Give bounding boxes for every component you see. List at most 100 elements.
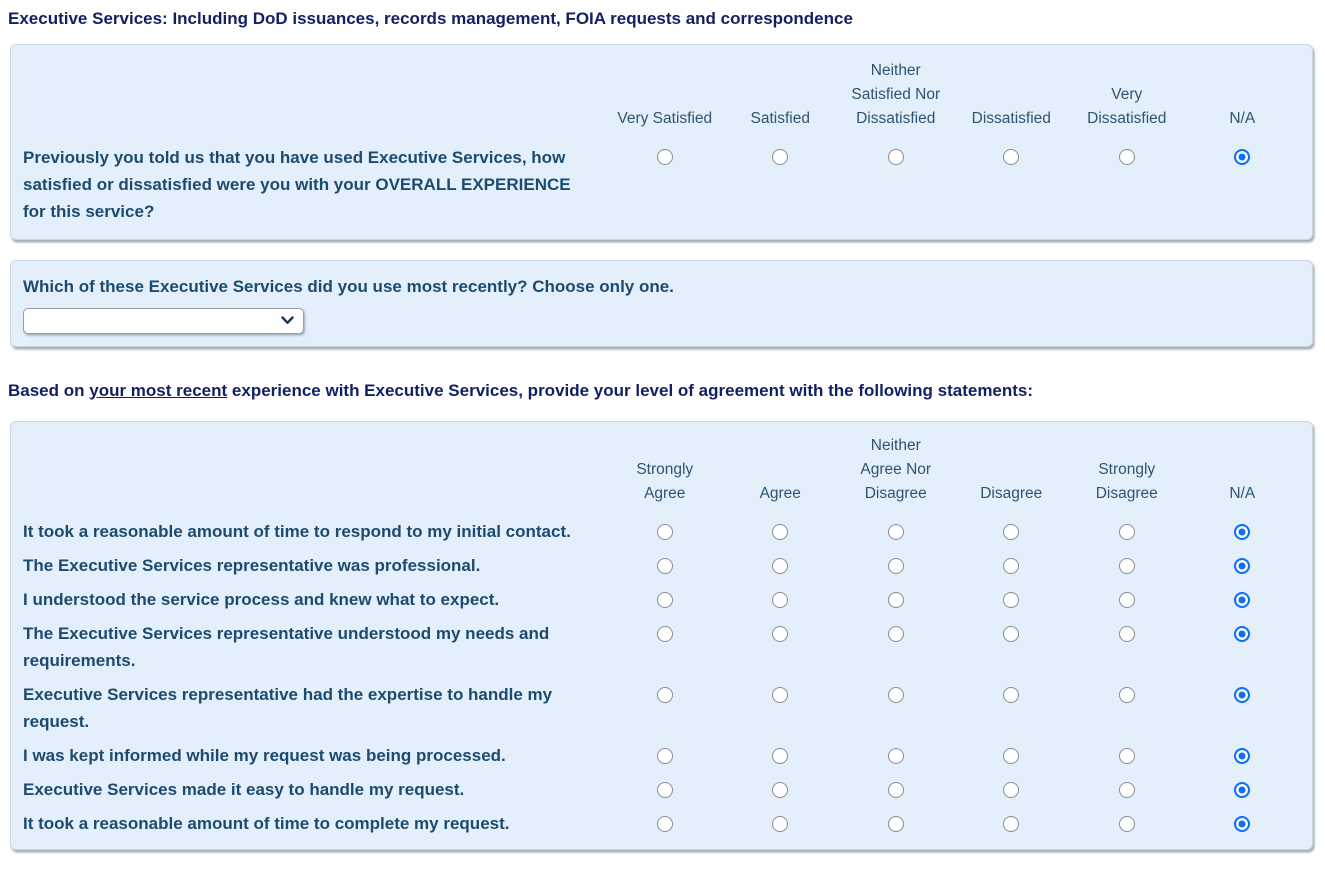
radio-very-dissatisfied[interactable] xyxy=(1118,149,1135,165)
radio-neither-agree-nor-disagree[interactable] xyxy=(887,747,904,764)
radio-strongly-disagree[interactable] xyxy=(1118,523,1135,540)
column-header-satisfied: Satisfied xyxy=(750,110,810,127)
radio-strongly-disagree[interactable] xyxy=(1118,815,1135,832)
heading-suffix: experience with Executive Services, prov… xyxy=(227,380,1034,400)
radio-disagree[interactable] xyxy=(1003,625,1020,642)
radio-cell xyxy=(723,617,839,678)
radio-cell xyxy=(607,739,723,773)
radio-na[interactable] xyxy=(1234,523,1251,540)
radio-agree[interactable] xyxy=(772,591,789,608)
radio-na[interactable] xyxy=(1234,686,1251,703)
radio-cell xyxy=(1069,739,1185,773)
radio-disagree[interactable] xyxy=(1003,523,1020,540)
radio-cell xyxy=(1185,617,1301,678)
radio-cell xyxy=(723,807,839,850)
radio-neither-agree-nor-disagree[interactable] xyxy=(887,781,904,798)
radio-na[interactable] xyxy=(1234,625,1251,642)
radio-neither-satisfied-nor-dissatisfied[interactable] xyxy=(887,149,904,165)
radio-disagree[interactable] xyxy=(1003,686,1020,703)
radio-cell xyxy=(607,773,723,807)
radio-strongly-agree[interactable] xyxy=(656,625,673,642)
radio-cell xyxy=(607,678,723,739)
column-header-agree: Agree xyxy=(759,484,801,502)
radio-agree[interactable] xyxy=(772,523,789,540)
radio-agree[interactable] xyxy=(772,625,789,642)
radio-cell xyxy=(1185,678,1301,739)
radio-strongly-agree[interactable] xyxy=(656,686,673,703)
radio-cell xyxy=(723,739,839,773)
radio-cell xyxy=(954,678,1070,739)
radio-neither-agree-nor-disagree[interactable] xyxy=(887,625,904,642)
radio-strongly-agree[interactable] xyxy=(656,815,673,832)
radio-strongly-disagree[interactable] xyxy=(1118,781,1135,798)
radio-agree[interactable] xyxy=(772,781,789,798)
radio-agree[interactable] xyxy=(772,557,789,574)
radio-cell xyxy=(838,583,954,617)
radio-strongly-agree[interactable] xyxy=(656,557,673,574)
radio-na[interactable] xyxy=(1234,815,1251,832)
radio-disagree[interactable] xyxy=(1003,781,1020,798)
heading-prefix: Based on xyxy=(8,380,90,400)
radio-cell xyxy=(1069,140,1185,239)
recent-service-select[interactable] xyxy=(23,307,304,334)
radio-cell xyxy=(723,678,839,739)
radio-disagree[interactable] xyxy=(1003,747,1020,764)
radio-strongly-disagree[interactable] xyxy=(1118,625,1135,642)
column-header-strongly-disagree: Strongly Disagree xyxy=(1095,460,1158,502)
radio-cell xyxy=(723,549,839,583)
column-header-very-dissatisfied: Very Dissatisfied xyxy=(1087,86,1167,127)
radio-na[interactable] xyxy=(1234,149,1251,165)
radio-neither-agree-nor-disagree[interactable] xyxy=(887,557,904,574)
radio-cell xyxy=(1069,549,1185,583)
column-header-neither-satisfied-nor-dissatisfied: Neither Satisfied Nor Dissatisfied xyxy=(851,62,941,127)
radio-neither-agree-nor-disagree[interactable] xyxy=(887,523,904,540)
radio-cell xyxy=(838,678,954,739)
radio-cell xyxy=(838,140,954,239)
radio-strongly-agree[interactable] xyxy=(656,747,673,764)
radio-cell xyxy=(723,515,839,549)
radio-na[interactable] xyxy=(1234,747,1251,764)
header-spacer xyxy=(23,45,607,140)
column-header-neither-agree-nor-disagree: Neither Agree Nor Disagree xyxy=(860,436,932,502)
radio-disagree[interactable] xyxy=(1003,815,1020,832)
radio-cell xyxy=(607,617,723,678)
radio-cell xyxy=(1185,140,1301,239)
radio-cell xyxy=(838,807,954,850)
recent-question-suffix: ? Choose only one. xyxy=(517,276,674,296)
radio-na[interactable] xyxy=(1234,591,1251,608)
radio-strongly-agree[interactable] xyxy=(656,591,673,608)
radio-cell xyxy=(838,773,954,807)
radio-agree[interactable] xyxy=(772,815,789,832)
radio-dissatisfied[interactable] xyxy=(1003,149,1020,165)
radio-agree[interactable] xyxy=(772,747,789,764)
radio-disagree[interactable] xyxy=(1003,557,1020,574)
radio-strongly-agree[interactable] xyxy=(656,781,673,798)
statement-text: I was kept informed while my request was… xyxy=(23,746,506,765)
radio-cell xyxy=(954,617,1070,678)
radio-strongly-disagree[interactable] xyxy=(1118,557,1135,574)
radio-cell xyxy=(954,583,1070,617)
radio-na[interactable] xyxy=(1234,557,1251,574)
statement-text: The Executive Services representative wa… xyxy=(23,556,481,575)
radio-cell xyxy=(607,549,723,583)
radio-cell xyxy=(1069,515,1185,549)
radio-agree[interactable] xyxy=(772,686,789,703)
radio-neither-agree-nor-disagree[interactable] xyxy=(887,591,904,608)
recent-question-prefix: Which of these Executive Services did yo… xyxy=(23,276,407,296)
heading-emphasis: your most recent xyxy=(89,380,228,400)
radio-disagree[interactable] xyxy=(1003,591,1020,608)
chevron-down-icon xyxy=(281,316,294,325)
radio-strongly-disagree[interactable] xyxy=(1118,591,1135,608)
radio-cell xyxy=(1185,583,1301,617)
radio-strongly-disagree[interactable] xyxy=(1118,747,1135,764)
radio-satisfied[interactable] xyxy=(772,149,789,165)
radio-strongly-agree[interactable] xyxy=(656,523,673,540)
radio-very-satisfied[interactable] xyxy=(656,149,673,165)
radio-na[interactable] xyxy=(1234,781,1251,798)
radio-neither-agree-nor-disagree[interactable] xyxy=(887,815,904,832)
statement-text: Executive Services representative had th… xyxy=(23,685,553,731)
radio-cell xyxy=(1185,515,1301,549)
radio-neither-agree-nor-disagree[interactable] xyxy=(887,686,904,703)
statement-text: It took a reasonable amount of time to r… xyxy=(23,522,571,541)
radio-strongly-disagree[interactable] xyxy=(1118,686,1135,703)
